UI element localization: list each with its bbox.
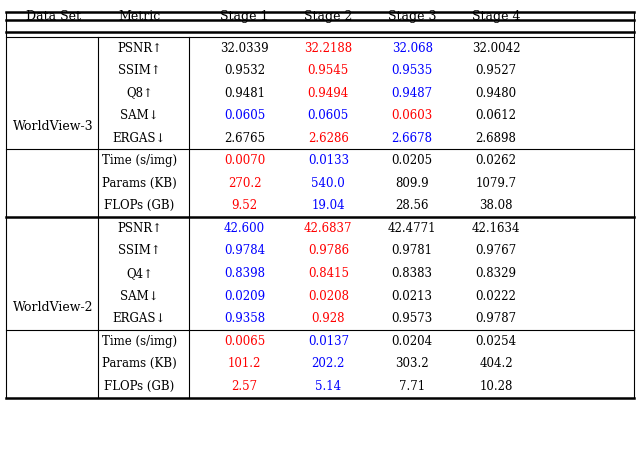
- Text: 0.9767: 0.9767: [476, 245, 516, 258]
- Text: Params (KB): Params (KB): [102, 357, 177, 370]
- Text: SAM↓: SAM↓: [120, 290, 159, 303]
- Text: SSIM↑: SSIM↑: [118, 64, 161, 77]
- Text: 0.0204: 0.0204: [392, 335, 433, 348]
- Text: 540.0: 540.0: [312, 177, 345, 190]
- Text: Stage 3: Stage 3: [388, 10, 436, 23]
- Text: SAM↓: SAM↓: [120, 109, 159, 122]
- Text: 202.2: 202.2: [312, 357, 345, 370]
- Text: 2.6898: 2.6898: [476, 132, 516, 145]
- Text: 0.0070: 0.0070: [224, 154, 265, 167]
- Text: PSNR↑: PSNR↑: [117, 41, 162, 54]
- Text: 0.9358: 0.9358: [224, 312, 265, 325]
- Text: 0.8415: 0.8415: [308, 267, 349, 280]
- Text: 28.56: 28.56: [396, 199, 429, 213]
- Text: 0.9784: 0.9784: [224, 245, 265, 258]
- Text: 0.8398: 0.8398: [224, 267, 265, 280]
- Text: 7.71: 7.71: [399, 380, 425, 393]
- Text: 32.2188: 32.2188: [304, 41, 353, 54]
- Text: 0.8383: 0.8383: [392, 267, 433, 280]
- Text: Data Set: Data Set: [26, 10, 81, 23]
- Text: 5.14: 5.14: [316, 380, 341, 393]
- Text: 2.57: 2.57: [232, 380, 257, 393]
- Text: 2.6678: 2.6678: [392, 132, 433, 145]
- Text: 0.8329: 0.8329: [476, 267, 516, 280]
- Text: 0.9545: 0.9545: [308, 64, 349, 77]
- Text: Time (s/img): Time (s/img): [102, 154, 177, 167]
- Text: Q4↑: Q4↑: [126, 267, 153, 280]
- Text: 0.9535: 0.9535: [392, 64, 433, 77]
- Text: 0.0222: 0.0222: [476, 290, 516, 303]
- Text: Metric: Metric: [118, 10, 161, 23]
- Text: 0.0137: 0.0137: [308, 335, 349, 348]
- Text: 2.6765: 2.6765: [224, 132, 265, 145]
- Text: Q8↑: Q8↑: [126, 86, 153, 100]
- Text: WorldView-2: WorldView-2: [13, 301, 93, 314]
- Text: SSIM↑: SSIM↑: [118, 245, 161, 258]
- Text: 0.0605: 0.0605: [308, 109, 349, 122]
- Text: 32.0042: 32.0042: [472, 41, 520, 54]
- Text: ERGAS↓: ERGAS↓: [113, 312, 166, 325]
- Text: 0.0603: 0.0603: [392, 109, 433, 122]
- Text: 0.9494: 0.9494: [308, 86, 349, 100]
- Text: 0.0262: 0.0262: [476, 154, 516, 167]
- Text: FLOPs (GB): FLOPs (GB): [104, 380, 175, 393]
- Text: 42.600: 42.600: [224, 222, 265, 235]
- Text: 0.9487: 0.9487: [392, 86, 433, 100]
- Text: FLOPs (GB): FLOPs (GB): [104, 199, 175, 213]
- Text: 404.2: 404.2: [479, 357, 513, 370]
- Text: 0.0065: 0.0065: [224, 335, 265, 348]
- Text: 0.0213: 0.0213: [392, 290, 433, 303]
- Text: 0.9527: 0.9527: [476, 64, 516, 77]
- Text: 101.2: 101.2: [228, 357, 261, 370]
- Text: 19.04: 19.04: [312, 199, 345, 213]
- Text: 0.0133: 0.0133: [308, 154, 349, 167]
- Text: 42.4771: 42.4771: [388, 222, 436, 235]
- Text: 0.9787: 0.9787: [476, 312, 516, 325]
- Text: 0.9781: 0.9781: [392, 245, 433, 258]
- Text: 270.2: 270.2: [228, 177, 261, 190]
- Text: 303.2: 303.2: [396, 357, 429, 370]
- Text: 0.9481: 0.9481: [224, 86, 265, 100]
- Text: 9.52: 9.52: [232, 199, 257, 213]
- Text: 38.08: 38.08: [479, 199, 513, 213]
- Text: 0.9573: 0.9573: [392, 312, 433, 325]
- Text: PSNR↑: PSNR↑: [117, 222, 162, 235]
- Text: Time (s/img): Time (s/img): [102, 335, 177, 348]
- Text: Stage 4: Stage 4: [472, 10, 520, 23]
- Text: 0.9786: 0.9786: [308, 245, 349, 258]
- Text: 0.0205: 0.0205: [392, 154, 433, 167]
- Text: 0.0208: 0.0208: [308, 290, 349, 303]
- Text: Params (KB): Params (KB): [102, 177, 177, 190]
- Text: 1079.7: 1079.7: [476, 177, 516, 190]
- Text: 10.28: 10.28: [479, 380, 513, 393]
- Text: 42.1634: 42.1634: [472, 222, 520, 235]
- Text: 0.9480: 0.9480: [476, 86, 516, 100]
- Text: 0.0209: 0.0209: [224, 290, 265, 303]
- Text: 32.068: 32.068: [392, 41, 433, 54]
- Text: 809.9: 809.9: [396, 177, 429, 190]
- Text: 2.6286: 2.6286: [308, 132, 349, 145]
- Text: ERGAS↓: ERGAS↓: [113, 132, 166, 145]
- Text: WorldView-3: WorldView-3: [13, 120, 93, 133]
- Text: 32.0339: 32.0339: [220, 41, 269, 54]
- Text: 0.928: 0.928: [312, 312, 345, 325]
- Text: 0.0254: 0.0254: [476, 335, 516, 348]
- Text: Stage 2: Stage 2: [304, 10, 353, 23]
- Text: 0.0612: 0.0612: [476, 109, 516, 122]
- Text: 0.9532: 0.9532: [224, 64, 265, 77]
- Text: 42.6837: 42.6837: [304, 222, 353, 235]
- Text: Stage 1: Stage 1: [220, 10, 269, 23]
- Text: 0.0605: 0.0605: [224, 109, 265, 122]
